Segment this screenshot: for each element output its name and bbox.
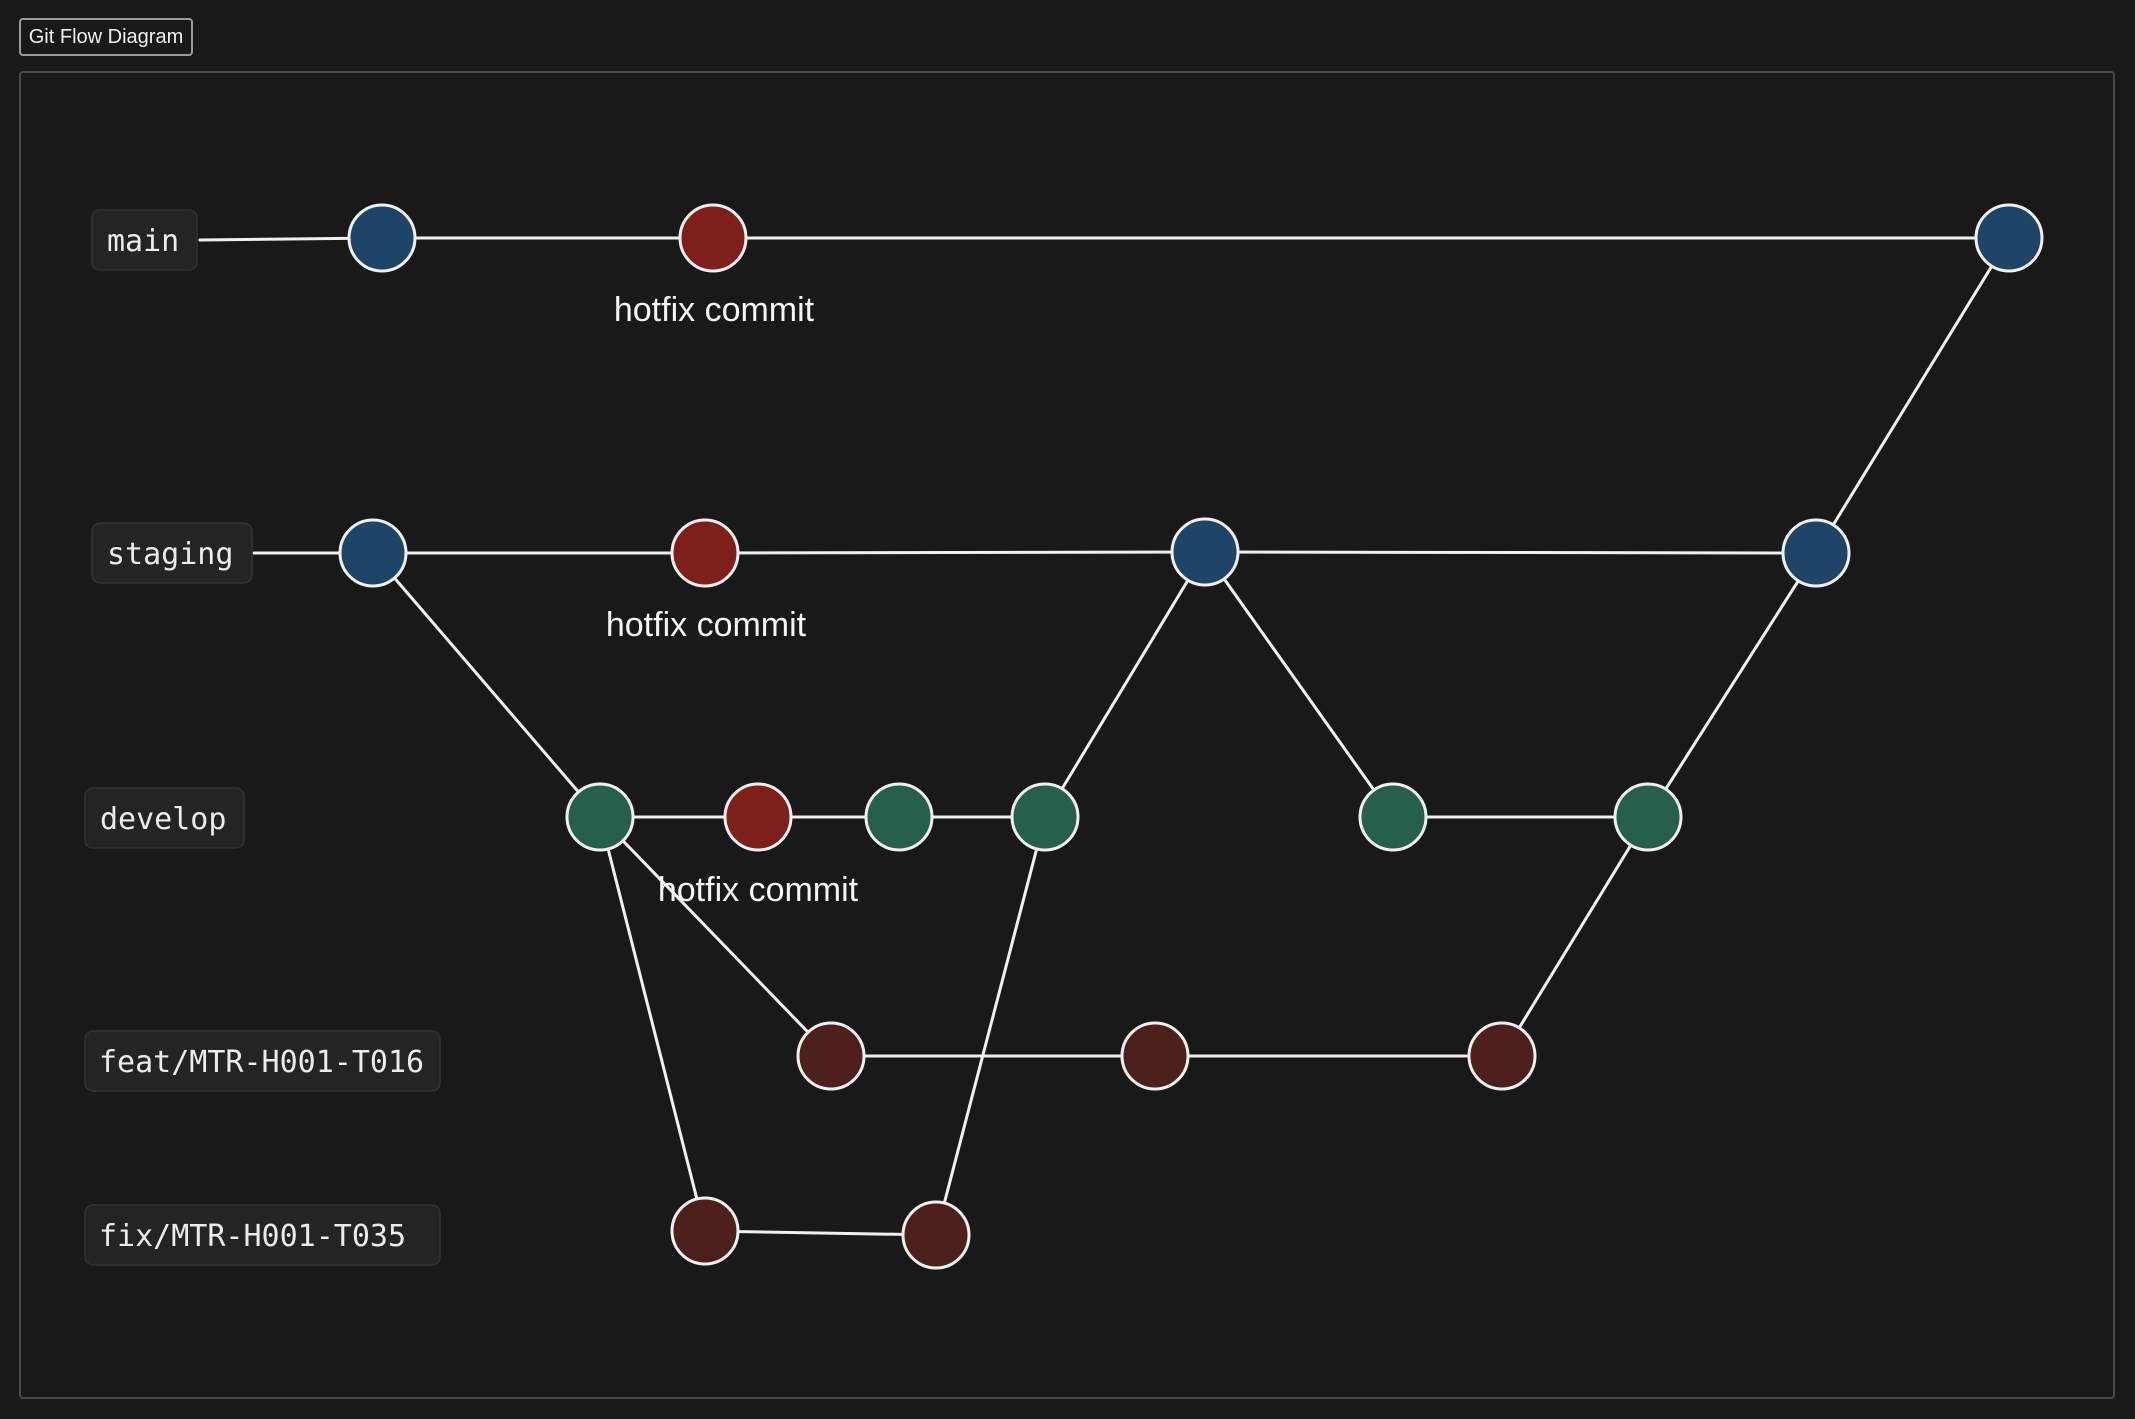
commit-node-s2[interactable] bbox=[670, 518, 740, 588]
edge-x2-d4 bbox=[934, 815, 1047, 1237]
edge-x1-x2 bbox=[703, 1229, 938, 1237]
edges-layer bbox=[198, 236, 2011, 1237]
commit-node-s3[interactable] bbox=[1170, 517, 1240, 587]
edge-d4-s3 bbox=[1043, 550, 1207, 819]
branch-label-text: feat/MTR-H001-T016 bbox=[99, 1045, 424, 1080]
branch-label-text: main bbox=[107, 224, 179, 259]
commit-node-d4[interactable] bbox=[1010, 782, 1080, 852]
branch-label-box bbox=[84, 1030, 441, 1092]
commit-node-m1[interactable] bbox=[347, 203, 417, 273]
edge-s3-s4 bbox=[1203, 550, 1818, 555]
commit-node-f2[interactable] bbox=[1120, 1021, 1190, 1091]
branch-label-text: staging bbox=[107, 537, 233, 572]
branch-label-text: fix/MTR-H001-T035 bbox=[99, 1219, 406, 1254]
branch-label-box bbox=[91, 209, 198, 271]
branch-label-box bbox=[84, 787, 245, 849]
branch-label-box bbox=[91, 522, 253, 584]
edge-s1-d1 bbox=[371, 551, 602, 819]
edge-d6-s4 bbox=[1646, 551, 1818, 819]
diagram-title-tab[interactable]: Git Flow Diagram bbox=[19, 18, 193, 56]
commit-node-d1[interactable] bbox=[565, 782, 635, 852]
develop-hotfix-label: hotfix commit bbox=[658, 871, 859, 909]
commit-node-m3[interactable] bbox=[1974, 203, 2044, 273]
branch-label-feat: feat/MTR-H001-T016 bbox=[84, 1030, 441, 1092]
commit-node-m2[interactable] bbox=[678, 203, 748, 273]
branch-label-fix: fix/MTR-H001-T035 bbox=[84, 1204, 441, 1266]
main-hotfix-label: hotfix commit bbox=[614, 291, 815, 329]
edge-f3-d6 bbox=[1500, 815, 1650, 1058]
branch-label-text: develop bbox=[100, 802, 226, 837]
commit-node-x1[interactable] bbox=[670, 1196, 740, 1266]
commit-node-d2[interactable] bbox=[723, 782, 793, 852]
commit-node-x2[interactable] bbox=[901, 1200, 971, 1270]
commit-node-d5[interactable] bbox=[1358, 782, 1428, 852]
branch-label-staging: staging bbox=[91, 522, 253, 584]
branch-label-main: main bbox=[91, 209, 198, 271]
commit-node-d3[interactable] bbox=[864, 782, 934, 852]
commit-node-d6[interactable] bbox=[1613, 782, 1683, 852]
edge-s2-s3 bbox=[703, 550, 1207, 555]
edge-d1-x1 bbox=[598, 815, 707, 1233]
commit-node-s1[interactable] bbox=[338, 518, 408, 588]
commit-node-f1[interactable] bbox=[796, 1021, 866, 1091]
diagram-canvas-frame bbox=[19, 71, 2115, 1399]
nodes-layer bbox=[338, 203, 2044, 1270]
branch-label-develop: develop bbox=[84, 787, 245, 849]
edge-d1-f1 bbox=[598, 815, 833, 1058]
branch-label-box bbox=[84, 1204, 441, 1266]
edge-s3-d5 bbox=[1203, 550, 1395, 819]
commit-node-s4[interactable] bbox=[1781, 518, 1851, 588]
staging-hotfix-label: hotfix commit bbox=[606, 606, 807, 644]
edge-s4-m3 bbox=[1814, 236, 2011, 555]
commit-node-f3[interactable] bbox=[1467, 1021, 1537, 1091]
